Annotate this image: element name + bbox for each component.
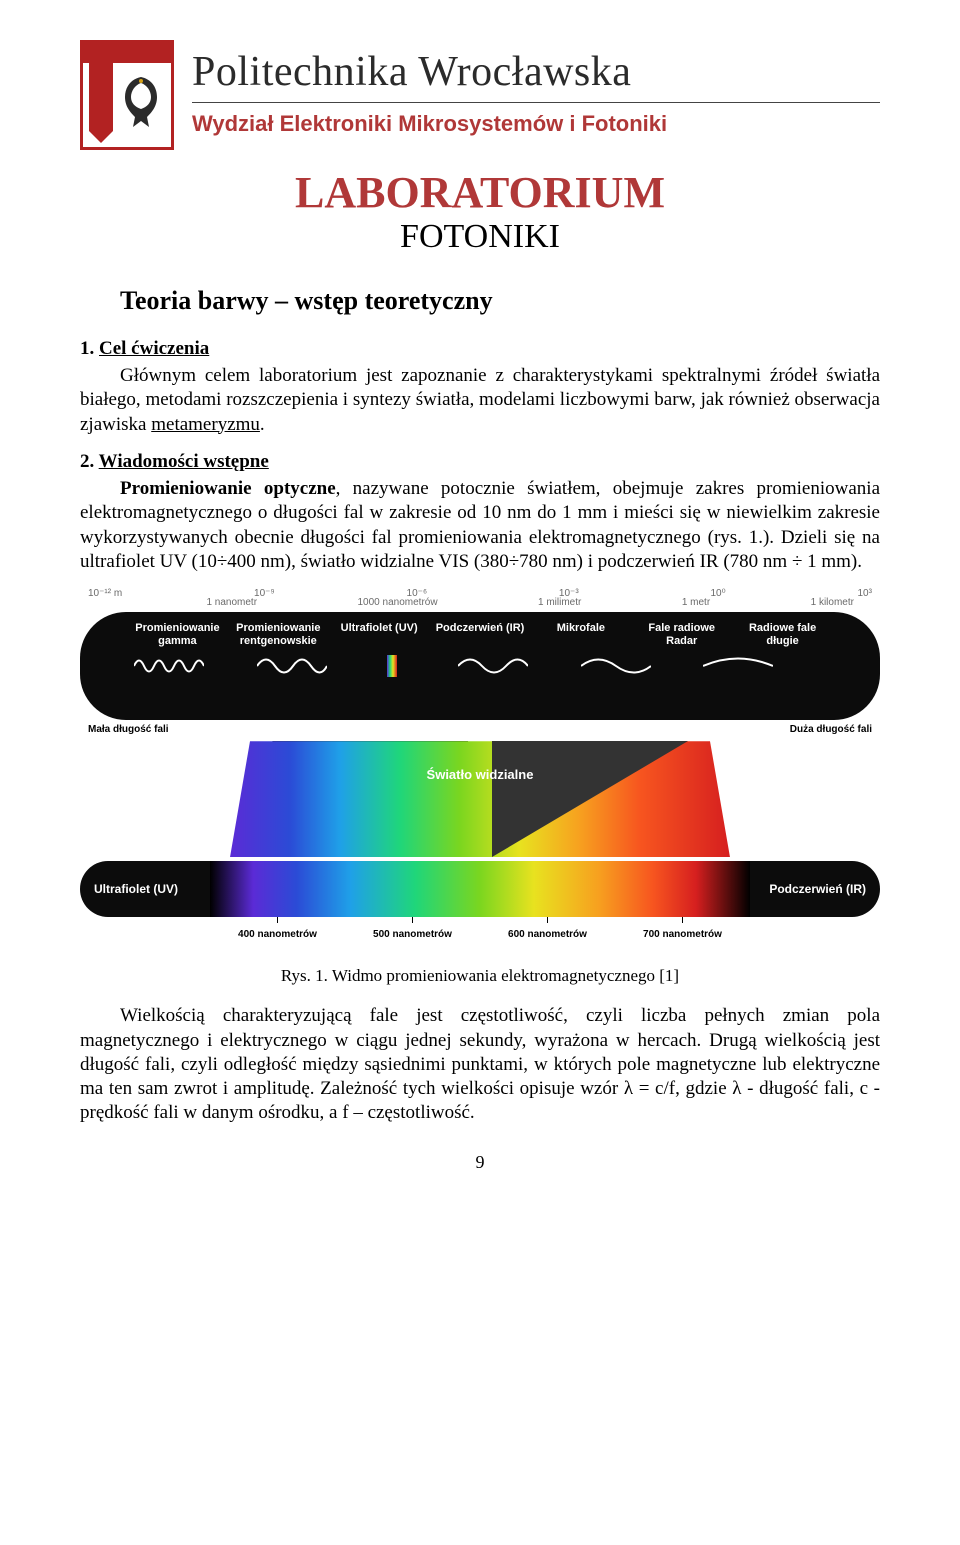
section-num: 2.: [80, 451, 94, 472]
department-name: Wydział Elektroniki Mikrosystemów i Foto…: [192, 111, 880, 137]
section-2-body: Promieniowanie optyczne, nazywane potocz…: [80, 477, 880, 574]
band-longwave: Radiowe fale długie: [735, 622, 830, 647]
paragraph-3: Wielkością charakteryzującą fale jest cz…: [80, 1004, 880, 1126]
section-title: Cel ćwiczenia: [99, 338, 209, 359]
figure-caption: Rys. 1. Widmo promieniowania elektromagn…: [80, 966, 880, 986]
lab-subtitle: FOTONIKI: [80, 218, 880, 256]
band-uv: Ultrafiolet (UV): [332, 622, 427, 647]
wave-mid2-icon: [458, 655, 528, 677]
section-title: Wiadomości wstępne: [99, 451, 269, 472]
document-header: Politechnika Wrocławska Wydział Elektron…: [80, 40, 880, 161]
university-logo: [80, 40, 174, 150]
wave-mid3-icon: [257, 655, 327, 677]
section-2-heading: 2. Wiadomości wstępne: [80, 451, 880, 473]
visible-spectrum-bar: Ultrafiolet (UV) Podczerwień (IR): [80, 861, 880, 917]
wave-mid1-icon: [581, 655, 651, 677]
lab-title: LABORATORIUM: [80, 167, 880, 218]
wavelength-scale-labels: Mała długość fali Duża długość fali: [80, 724, 880, 735]
topic-title: Teoria barwy – wstęp teoretyczny: [120, 286, 880, 316]
band-gamma: Promieniowanie gamma: [130, 622, 225, 647]
section-1-body: Głównym celem laboratorium jest zapoznan…: [80, 364, 880, 437]
page-number: 9: [80, 1152, 880, 1173]
em-band-bar: Promieniowanie gamma Promieniowanie rent…: [80, 612, 880, 720]
band-microwave: Mikrofale: [533, 622, 628, 647]
prism-expansion: Światło widzialne: [80, 741, 880, 857]
university-name: Politechnika Wrocławska: [192, 48, 880, 96]
band-ir: Podczerwień (IR): [433, 622, 528, 647]
band-xray: Promieniowanie rentgenowskie: [231, 622, 326, 647]
section-1-heading: 1. Cel ćwiczenia: [80, 338, 880, 360]
nm-labels: 400 nanometrów 500 nanometrów 600 nanome…: [80, 923, 880, 940]
section-num: 1.: [80, 338, 94, 359]
header-divider: [192, 102, 880, 103]
em-spectrum-figure: 10⁻¹² m 10⁻⁹ 10⁻⁶ 10⁻³ 10⁰ 10³ 1 nanomet…: [80, 588, 880, 940]
wave-high-icon: [134, 655, 204, 677]
wave-low-icon: [703, 655, 773, 677]
visible-light-label: Światło widzialne: [427, 767, 534, 782]
band-radar: Fale radiowe Radar: [634, 622, 729, 647]
visible-slit-icon: [379, 655, 405, 677]
unit-scale-row: 1 nanometr 1000 nanometrów 1 milimetr 1 …: [80, 597, 880, 608]
visible-gradient: [210, 861, 750, 917]
